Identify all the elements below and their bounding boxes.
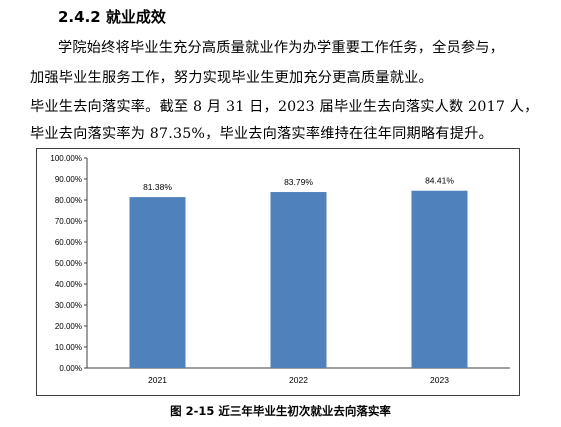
paragraph-line-4: 毕业去向落实率为 87.35%，毕业去向落实率维持在往年同期略有提升。 <box>30 126 493 142</box>
section-heading: 2.4.2 就业成效 <box>58 8 166 26</box>
y-tick-label: 0.00% <box>59 364 82 373</box>
y-tick-label: 70.00% <box>55 217 82 226</box>
bar-2022 <box>270 192 327 368</box>
data-label-2021: 81.38% <box>143 182 172 192</box>
y-tick-label: 20.00% <box>55 322 82 331</box>
bar-2023 <box>411 190 468 368</box>
y-tick-label: 10.00% <box>55 343 82 352</box>
paragraph-line-2: 加强毕业生服务工作，努力实现毕业生更加充分更高质量就业。 <box>30 70 433 86</box>
paragraph-line-1: 学院始终将毕业生充分高质量就业作为办学重要工作任务，全员参与， <box>58 40 505 56</box>
paragraph-line-3: 毕业生去向落实率。截至 8 月 31 日，2023 届毕业生去向落实人数 201… <box>30 99 539 115</box>
x-tick-label-2023: 2023 <box>430 375 449 385</box>
y-tick-label: 100.00% <box>50 154 82 163</box>
bar-chart: 0.00% 10.00% 20.00% 30.00% 40.00% 50.00% 60.00… <box>36 148 520 396</box>
y-tick-label: 90.00% <box>55 175 82 184</box>
y-tick-label: 50.00% <box>55 259 82 268</box>
y-tick-label: 40.00% <box>55 280 82 289</box>
y-tick-label: 60.00% <box>55 238 82 247</box>
bar-2021 <box>129 197 186 368</box>
y-tick-label: 80.00% <box>55 196 82 205</box>
y-tick-label: 30.00% <box>55 301 82 310</box>
x-tick-label-2022: 2022 <box>289 375 308 385</box>
figure-caption: 图 2-15 近三年毕业生初次就业去向落实率 <box>170 404 391 418</box>
data-label-2022: 83.79% <box>284 177 313 187</box>
data-label-2023: 84.41% <box>425 176 454 186</box>
x-tick-label-2021: 2021 <box>148 375 167 385</box>
